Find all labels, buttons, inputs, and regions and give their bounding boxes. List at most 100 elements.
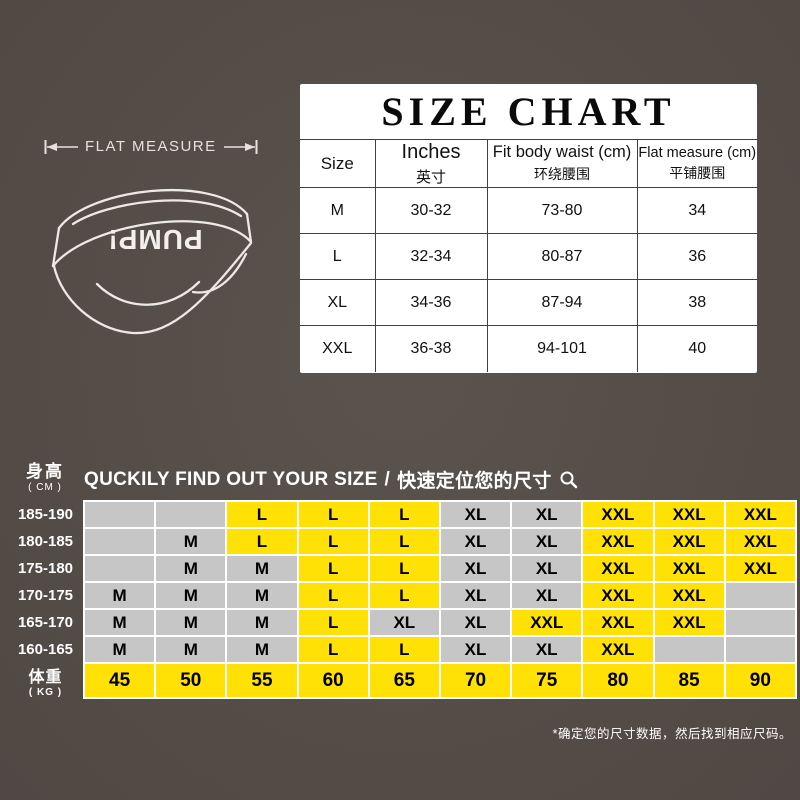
size-cell: L — [296, 527, 370, 556]
flat-measure-label: FLAT MEASURE — [85, 138, 217, 155]
size-cell: XXL — [581, 554, 655, 583]
column-header-en: Size — [320, 153, 354, 173]
size-finder-grid: 185-190 L L L XL XL XXL XXL XXL 180-185 M L L L XL XL XX… — [8, 500, 798, 699]
size-cell: XL — [438, 500, 513, 529]
underwear-illustration: PUMP! — [51, 189, 253, 335]
weight-value-cell: 90 — [723, 662, 798, 699]
size-chart-cell: 32-34 — [374, 233, 488, 280]
measure-arrow-left-icon — [44, 139, 78, 154]
size-cell: XXL — [652, 527, 726, 556]
size-chart-cell: 87-94 — [486, 279, 638, 326]
column-header-zh: 平铺腰围 — [669, 164, 726, 181]
size-cell: XXL — [581, 608, 655, 637]
weight-value-cell: 60 — [296, 662, 370, 699]
finder-row: 175-180 M M L L XL XL XXL XXL XXL — [8, 554, 798, 583]
height-range-label: 175-180 — [17, 560, 74, 577]
size-cell: M — [82, 608, 157, 637]
size-cell: L — [296, 554, 370, 583]
size-chart-cell: 36-38 — [374, 325, 488, 372]
size-cell: L — [225, 527, 299, 556]
size-cell: XXL — [723, 554, 798, 583]
size-cell: XXL — [581, 635, 655, 664]
column-header-en: Inches — [401, 140, 461, 163]
size-cell: XL — [438, 581, 513, 610]
finder-row: 170-175 M M M L L XL XL XXL XXL — [8, 581, 798, 610]
size-cell: XL — [438, 527, 513, 556]
size-chart-cell: 38 — [636, 279, 757, 326]
size-chart-panel: SIZE CHART Size Inches 英寸 Fit body waist (c… — [300, 84, 757, 373]
size-cell: XXL — [581, 581, 655, 610]
heading-en: QUCKILY FIND OUT YOUR SIZE — [84, 468, 378, 490]
size-cell — [82, 554, 157, 583]
column-header-zh: 环绕腰围 — [534, 166, 590, 182]
height-axis-label: 身高 ( CM ) — [14, 457, 76, 493]
size-cell: XL — [438, 554, 513, 583]
size-cell: XXL — [652, 554, 726, 583]
size-cell: XL — [510, 635, 584, 664]
size-chart-cell: 34 — [636, 187, 757, 234]
size-chart-cell: 34-36 — [374, 279, 488, 326]
finder-row: 185-190 L L L XL XL XXL XXL XXL — [8, 500, 798, 529]
weight-axis-unit: ( KG ) — [28, 687, 63, 698]
size-cell: XL — [510, 581, 584, 610]
size-cell: M — [82, 635, 157, 664]
weight-value-cell: 70 — [438, 662, 513, 699]
weight-value-cell: 50 — [154, 662, 228, 699]
size-chart-cell: L — [300, 233, 376, 280]
size-chart-cell: XXL — [300, 325, 376, 372]
size-cell: M — [154, 527, 228, 556]
size-cell: L — [367, 527, 441, 556]
size-chart-column-header: Inches 英寸 — [374, 139, 488, 188]
size-chart-cell: 73-80 — [486, 187, 638, 234]
size-cell: M — [154, 581, 228, 610]
magnifier-icon — [560, 471, 577, 489]
size-cell: L — [296, 635, 370, 664]
weight-axis-text: 体重 — [28, 669, 63, 686]
weight-row: 体重( KG ) 45 50 55 60 65 70 75 80 85 90 — [8, 662, 798, 699]
size-cell: XXL — [723, 500, 798, 529]
size-cell: XL — [438, 608, 513, 637]
size-cell: M — [225, 581, 299, 610]
size-chart-cell: 40 — [636, 325, 757, 372]
size-cell: XXL — [652, 500, 726, 529]
heading-separator: / — [384, 468, 391, 490]
size-cell — [723, 608, 798, 637]
brand-text: PUMP! — [107, 224, 202, 255]
size-cell: L — [296, 608, 370, 637]
size-chart-cell: 30-32 — [374, 187, 488, 234]
size-cell: XXL — [581, 527, 655, 556]
size-cell: XL — [510, 554, 584, 583]
size-cell: M — [154, 635, 228, 664]
footnote: *确定您的尺寸数据，然后找到相应尺码。 — [552, 727, 792, 741]
size-cell: L — [296, 500, 370, 529]
flat-measure-indicator: FLAT MEASURE — [44, 138, 258, 155]
size-chart-title: SIZE CHART — [381, 89, 676, 134]
size-chart-header-row: Size Inches 英寸 Fit body waist (cm) 环绕腰围 Flat … — [300, 139, 757, 188]
height-range-label: 165-170 — [17, 614, 74, 631]
size-cell: XXL — [723, 527, 798, 556]
finder-row: 160-165 M M M L L XL XL XXL — [8, 635, 798, 664]
size-chart-column-header: Size — [300, 139, 376, 188]
height-range-label: 160-165 — [17, 641, 74, 658]
size-cell: XXL — [652, 608, 726, 637]
size-cell: L — [367, 635, 441, 664]
size-cell: XXL — [510, 608, 584, 637]
size-chart-cell: M — [300, 187, 376, 234]
height-range-label: 170-175 — [17, 587, 74, 604]
size-cell: XL — [510, 527, 584, 556]
size-cell: M — [225, 554, 299, 583]
height-axis-text: 身高 — [26, 462, 64, 481]
column-header-zh: 英寸 — [415, 168, 446, 186]
size-cell: L — [367, 500, 441, 529]
weight-value-cell: 45 — [82, 662, 157, 699]
size-cell: M — [225, 608, 299, 637]
size-chart-row: XXL 36-38 94-101 40 — [300, 325, 757, 372]
size-chart-row: L 32-34 80-87 36 — [300, 233, 757, 280]
size-cell — [82, 527, 157, 556]
finder-row: 165-170 M M M L XL XL XXL XXL XXL — [8, 608, 798, 637]
weight-value-cell: 85 — [652, 662, 726, 699]
size-cell — [723, 635, 798, 664]
size-cell: L — [367, 554, 441, 583]
size-finder-heading: QUCKILY FIND OUT YOUR SIZE / 快速定位您的尺寸 — [84, 466, 578, 493]
